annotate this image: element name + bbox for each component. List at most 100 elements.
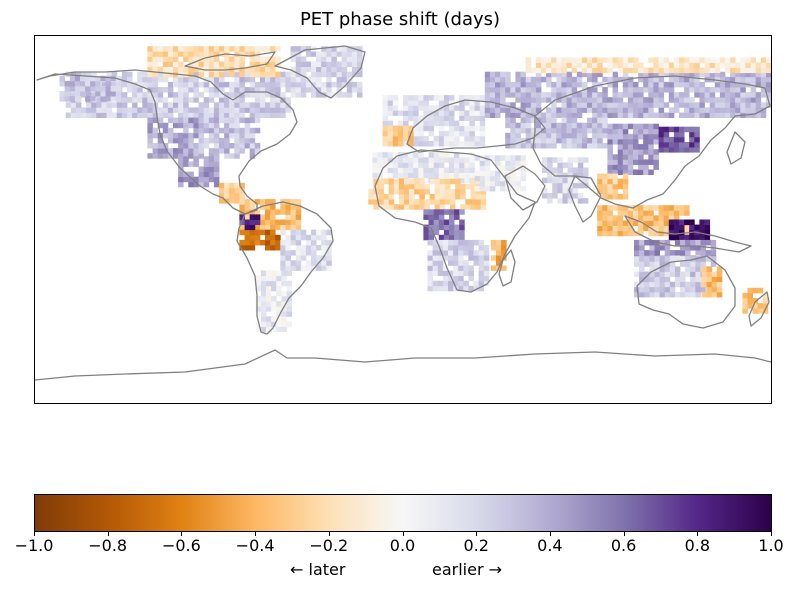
grid-cell bbox=[290, 234, 297, 241]
grid-cell bbox=[438, 152, 445, 158]
grid-cell bbox=[500, 92, 506, 98]
grid-cell bbox=[617, 102, 624, 108]
grid-cell bbox=[418, 152, 424, 158]
grid-cell bbox=[695, 276, 701, 283]
grid-cell bbox=[551, 87, 557, 93]
grid-cell bbox=[694, 147, 700, 153]
grid-cell bbox=[423, 95, 429, 101]
grid-cell bbox=[592, 57, 598, 63]
grid-cell bbox=[115, 96, 122, 102]
grid-cell bbox=[219, 92, 225, 98]
grid-cell bbox=[525, 117, 532, 124]
grid-cell bbox=[239, 127, 245, 134]
grid-cell bbox=[653, 81, 659, 88]
grid-cell bbox=[142, 81, 148, 88]
grid-cell bbox=[576, 127, 583, 134]
grid-cell bbox=[716, 271, 723, 277]
grid-cell bbox=[484, 170, 491, 177]
grid-cell bbox=[684, 225, 690, 232]
grid-cell bbox=[627, 92, 634, 98]
grid-cell bbox=[239, 199, 245, 205]
grid-cell bbox=[229, 102, 235, 108]
grid-cell bbox=[689, 76, 695, 83]
grid-cell bbox=[648, 112, 654, 118]
grid-cell bbox=[634, 256, 640, 262]
grid-cell bbox=[607, 164, 613, 170]
grid-cell bbox=[434, 199, 441, 205]
grid-cell bbox=[208, 127, 215, 134]
grid-cell bbox=[760, 71, 767, 78]
grid-cell bbox=[443, 120, 450, 127]
grid-cell bbox=[740, 92, 746, 98]
grid-cell bbox=[239, 229, 245, 236]
grid-cell bbox=[525, 97, 532, 103]
grid-cell bbox=[433, 135, 440, 142]
grid-cell bbox=[542, 177, 548, 184]
grid-cell bbox=[244, 214, 251, 220]
grid-cell bbox=[188, 181, 194, 188]
grid-cell bbox=[239, 107, 245, 113]
grid-cell bbox=[234, 193, 240, 199]
grid-cell bbox=[271, 326, 277, 332]
grid-cell bbox=[239, 245, 245, 251]
grid-cell bbox=[552, 157, 558, 163]
grid-cell bbox=[478, 280, 485, 287]
grid-cell bbox=[244, 229, 251, 236]
grid-cell bbox=[443, 209, 450, 215]
grid-cell bbox=[695, 239, 701, 246]
grid-cell bbox=[541, 97, 547, 103]
grid-cell bbox=[290, 199, 297, 205]
grid-cell bbox=[587, 127, 593, 134]
grid-cell bbox=[449, 157, 455, 163]
grid-cell bbox=[331, 46, 337, 52]
grid-cell bbox=[193, 132, 199, 139]
grid-cell bbox=[525, 137, 532, 144]
grid-cell bbox=[701, 281, 707, 288]
grid-cell bbox=[612, 139, 619, 145]
grid-cell bbox=[203, 122, 210, 129]
grid-cell bbox=[450, 204, 456, 210]
grid-cell bbox=[459, 152, 465, 158]
grid-cell bbox=[398, 199, 405, 205]
grid-cell bbox=[413, 130, 419, 137]
colorbar-tick-label: −0.4 bbox=[235, 536, 275, 555]
grid-cell bbox=[295, 199, 302, 205]
grid-cell bbox=[59, 91, 65, 97]
grid-cell bbox=[535, 102, 542, 108]
grid-cell bbox=[648, 71, 654, 78]
grid-cell bbox=[510, 155, 516, 161]
grid-cell bbox=[275, 219, 281, 225]
coastline-australia bbox=[636, 255, 736, 329]
grid-cell bbox=[597, 112, 603, 118]
grid-cell bbox=[260, 275, 267, 282]
grid-cell bbox=[541, 122, 547, 129]
grid-cell bbox=[556, 87, 562, 93]
grid-cell bbox=[704, 92, 711, 98]
grid-cell bbox=[208, 71, 215, 78]
grid-cell bbox=[711, 271, 718, 277]
grid-cell bbox=[429, 178, 436, 185]
grid-cell bbox=[664, 291, 671, 298]
grid-cell bbox=[459, 162, 465, 168]
grid-cell bbox=[648, 169, 654, 175]
grid-cell bbox=[627, 87, 634, 93]
grid-cell bbox=[449, 167, 455, 173]
grid-cell bbox=[382, 110, 389, 116]
grid-cell bbox=[592, 102, 598, 108]
grid-cell bbox=[239, 87, 245, 93]
grid-cell bbox=[750, 81, 757, 88]
grid-cell bbox=[673, 67, 680, 74]
grid-cell bbox=[432, 285, 439, 292]
grid-cell bbox=[648, 67, 654, 74]
grid-cell bbox=[644, 239, 650, 246]
grid-cell bbox=[387, 135, 394, 142]
grid-cell bbox=[326, 250, 332, 256]
grid-cell bbox=[373, 199, 379, 205]
grid-cell bbox=[654, 291, 660, 298]
grid-cell bbox=[454, 234, 460, 241]
grid-cell bbox=[566, 81, 573, 88]
grid-cell bbox=[750, 67, 757, 74]
grid-cell bbox=[295, 245, 302, 251]
grid-cell bbox=[188, 143, 194, 149]
grid-cell bbox=[654, 256, 660, 262]
